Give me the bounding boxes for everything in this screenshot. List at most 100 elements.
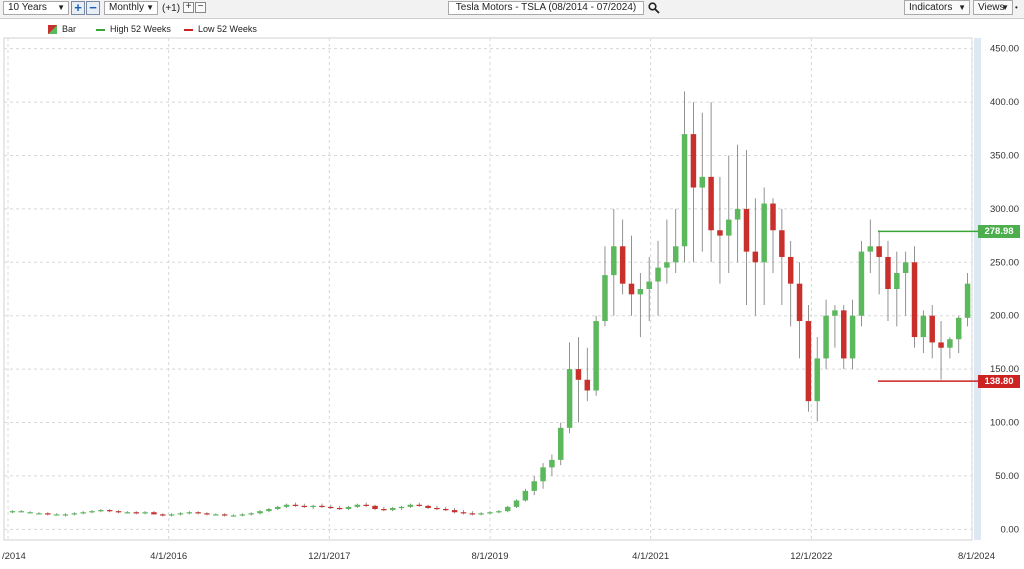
offset-decrease-button[interactable]: − <box>195 2 206 13</box>
candle <box>248 513 254 515</box>
candle <box>681 134 688 247</box>
low-52-weeks-value: 138.80 <box>984 376 1014 388</box>
legend-bar-label: Bar <box>62 24 77 34</box>
indicators-button[interactable]: Indicators ▼ <box>904 0 970 15</box>
candle <box>646 281 652 289</box>
candle <box>177 513 184 515</box>
candle <box>867 246 874 252</box>
interval-select[interactable]: Monthly ▼ <box>104 1 158 15</box>
candle <box>310 505 316 508</box>
candle <box>319 505 325 508</box>
candle <box>885 256 891 289</box>
candle <box>221 514 228 516</box>
candle <box>204 513 210 515</box>
views-label: Views <box>978 2 1005 13</box>
candle <box>372 505 378 510</box>
candle <box>672 246 679 263</box>
candle <box>602 275 608 322</box>
candle <box>752 251 759 263</box>
plus-icon: + <box>74 0 82 15</box>
x-axis: /2014 4/1/2016 12/1/2017 8/1/2019 4/1/2021 12… <box>2 551 995 562</box>
chevron-down-icon: ▼ <box>146 3 154 12</box>
candle <box>9 511 16 513</box>
candle <box>814 358 820 402</box>
candle <box>743 208 750 252</box>
candle <box>637 289 644 295</box>
chevron-down-icon: ▼ <box>1001 3 1009 12</box>
candle <box>345 506 352 510</box>
candle <box>36 513 42 515</box>
candle <box>717 230 723 236</box>
candle <box>487 512 493 514</box>
candle <box>699 176 705 188</box>
candle <box>18 511 25 513</box>
candle <box>832 310 838 316</box>
bar-swatch-icon <box>48 25 57 35</box>
y-tick-label: 0.00 <box>1001 524 1020 535</box>
chevron-down-icon: ▼ <box>57 3 65 12</box>
candle <box>726 219 732 236</box>
candle <box>805 321 812 402</box>
search-icon[interactable] <box>648 2 660 14</box>
views-button[interactable]: Views ▼ <box>973 0 1013 15</box>
x-tick-label: /2014 <box>2 551 26 562</box>
offset-increase-button[interactable]: + <box>183 2 194 13</box>
plot-frame <box>3 37 973 541</box>
y-tick-label: 200.00 <box>990 311 1019 322</box>
y-tick-label: 300.00 <box>990 204 1019 215</box>
y-axis: 450.00 400.00 350.00 300.00 250.00 200.00 150.… <box>990 44 1019 536</box>
legend-high: High 52 Weeks <box>96 22 171 36</box>
candle <box>53 514 60 516</box>
candle <box>823 315 829 359</box>
candle <box>902 262 909 273</box>
chart-grid <box>3 37 981 541</box>
candle <box>115 511 122 513</box>
chevron-down-icon: ▼ <box>958 3 966 12</box>
candle <box>584 379 591 391</box>
candle <box>522 490 529 501</box>
candle <box>142 512 148 514</box>
high-52-weeks-value: 278.98 <box>984 226 1014 238</box>
zoom-out-button[interactable]: − <box>86 1 100 15</box>
x-tick-label: 8/1/2024 <box>958 551 995 562</box>
x-tick-label: 4/1/2016 <box>150 551 187 562</box>
candle <box>195 512 201 514</box>
candle <box>283 504 290 507</box>
candle <box>911 262 918 338</box>
candle <box>628 283 635 295</box>
legend-low: Low 52 Weeks <box>184 22 257 36</box>
candle <box>434 507 440 510</box>
toolbar: 10 Years ▼ + − Monthly ▼ (+1) + − Tesla … <box>0 0 1024 19</box>
offset-label: (+1) <box>162 3 181 14</box>
candle <box>876 246 882 257</box>
low-line-icon <box>184 28 193 31</box>
candle <box>239 514 246 516</box>
candle <box>796 283 803 322</box>
y-tick-label: 250.00 <box>990 257 1019 268</box>
period-select[interactable]: 10 Years ▼ <box>3 1 69 15</box>
reference-lines <box>878 230 978 382</box>
candle <box>513 500 520 507</box>
candles <box>9 91 971 517</box>
y-tick-label: 100.00 <box>990 418 1019 429</box>
candle <box>451 510 458 513</box>
candle <box>124 512 131 514</box>
candle <box>133 512 139 514</box>
symbol-title-input[interactable]: Tesla Motors - TSLA (08/2014 - 07/2024) <box>448 1 644 15</box>
candle <box>398 506 405 509</box>
candle <box>425 505 431 508</box>
y-tick-label: 450.00 <box>990 44 1019 55</box>
candle <box>531 481 537 491</box>
vertical-scrollbar <box>974 38 981 540</box>
candle <box>71 513 78 515</box>
candle <box>45 513 51 515</box>
candle <box>858 251 865 316</box>
candle <box>186 512 193 514</box>
zoom-in-button[interactable]: + <box>71 1 85 15</box>
chart-title: Tesla Motors - TSLA (08/2014 - 07/2024) <box>455 2 637 13</box>
toolbar-menu-icon[interactable]: • <box>1015 3 1018 12</box>
legend-bar: Bar <box>48 22 76 36</box>
candle <box>80 512 86 514</box>
high-line-icon <box>96 28 105 31</box>
